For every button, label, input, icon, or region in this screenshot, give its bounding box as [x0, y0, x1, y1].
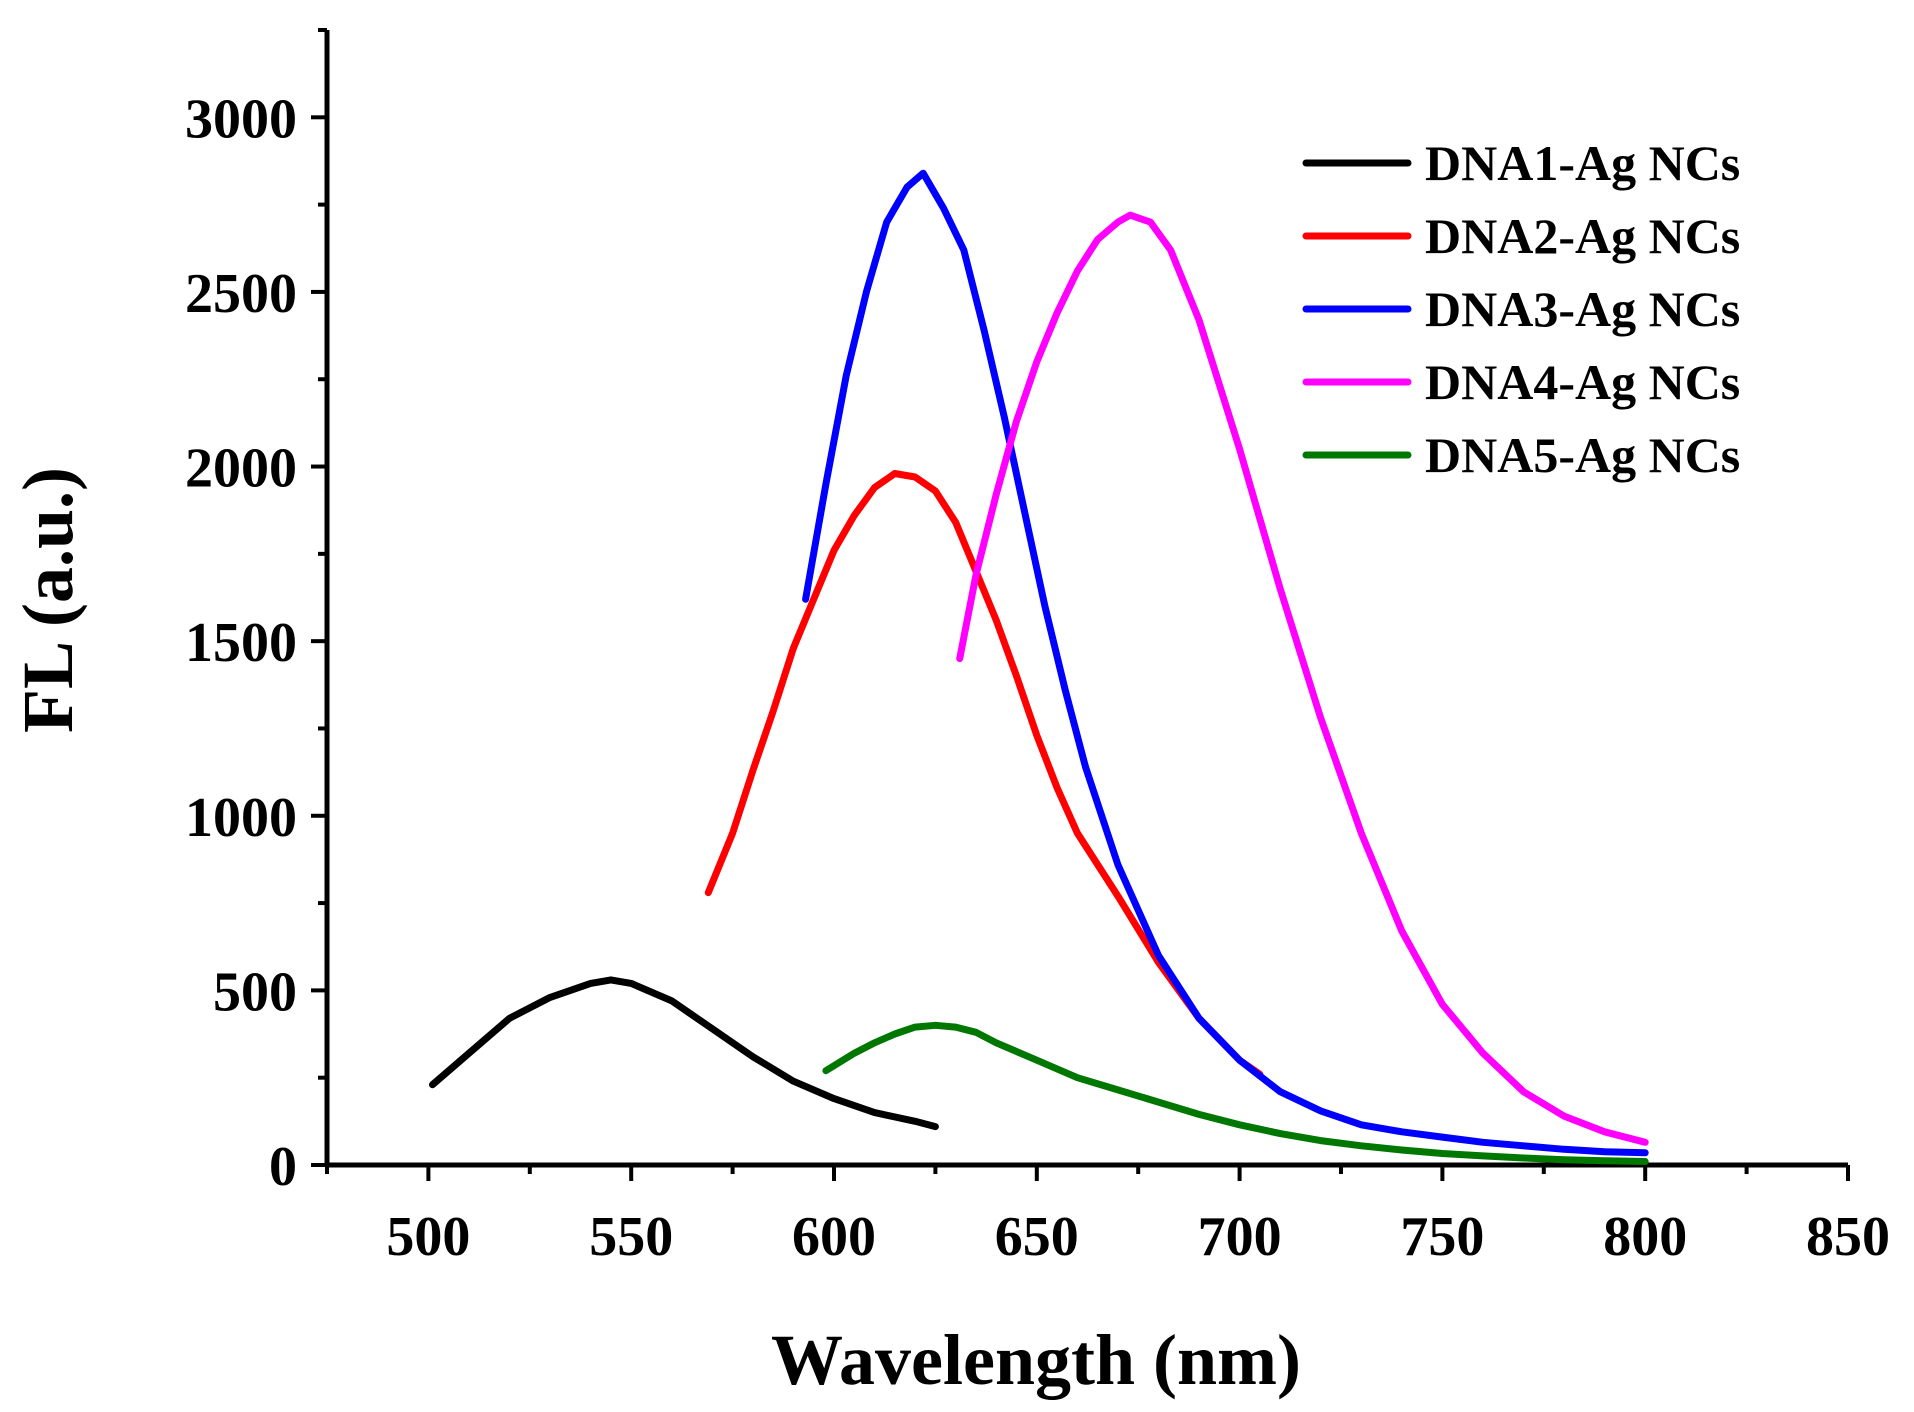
x-tick-label: 550 — [589, 1206, 673, 1268]
y-tick-label: 1500 — [185, 612, 297, 674]
y-axis-title: FL (a.u.) — [8, 467, 88, 733]
x-axis-title: Wavelength (nm) — [771, 1320, 1301, 1400]
series-line-3 — [802, 169, 1649, 1157]
legend-label-3: DNA3-Ag NCs — [1425, 281, 1740, 337]
legend-label-2: DNA2-Ag NCs — [1425, 208, 1740, 264]
x-tick-label: 500 — [386, 1206, 470, 1268]
x-tick-label: 750 — [1400, 1206, 1484, 1268]
y-tick-label: 3000 — [185, 88, 297, 150]
y-tick-label: 500 — [213, 961, 297, 1023]
x-tick-label: 700 — [1198, 1206, 1282, 1268]
y-tick-label: 1000 — [185, 787, 297, 849]
legend: DNA1-Ag NCs DNA2-Ag NCs DNA3-Ag NCs DNA4-Ag… — [1302, 135, 1740, 483]
plot-area — [429, 169, 1649, 1165]
legend-label-5: DNA5-Ag NCs — [1425, 427, 1740, 483]
series-line-1 — [429, 976, 939, 1131]
axes: 500 550 600 650 700 750 800 850 0 500 1000 1500 2000… — [185, 28, 1890, 1268]
series-line-5 — [822, 1021, 1649, 1165]
legend-label-1: DNA1-Ag NCs — [1425, 135, 1740, 191]
x-tick-label: 600 — [792, 1206, 876, 1268]
series-line-2 — [704, 470, 1264, 1078]
legend-label-4: DNA4-Ag NCs — [1425, 354, 1740, 410]
x-tick-label: 850 — [1806, 1206, 1890, 1268]
x-tick-label: 650 — [995, 1206, 1079, 1268]
y-tick-label: 2500 — [185, 263, 297, 325]
y-tick-label: 0 — [269, 1136, 297, 1198]
x-tick-label: 800 — [1603, 1206, 1687, 1268]
y-tick-label: 2000 — [185, 438, 297, 500]
series-line-4 — [956, 211, 1649, 1146]
